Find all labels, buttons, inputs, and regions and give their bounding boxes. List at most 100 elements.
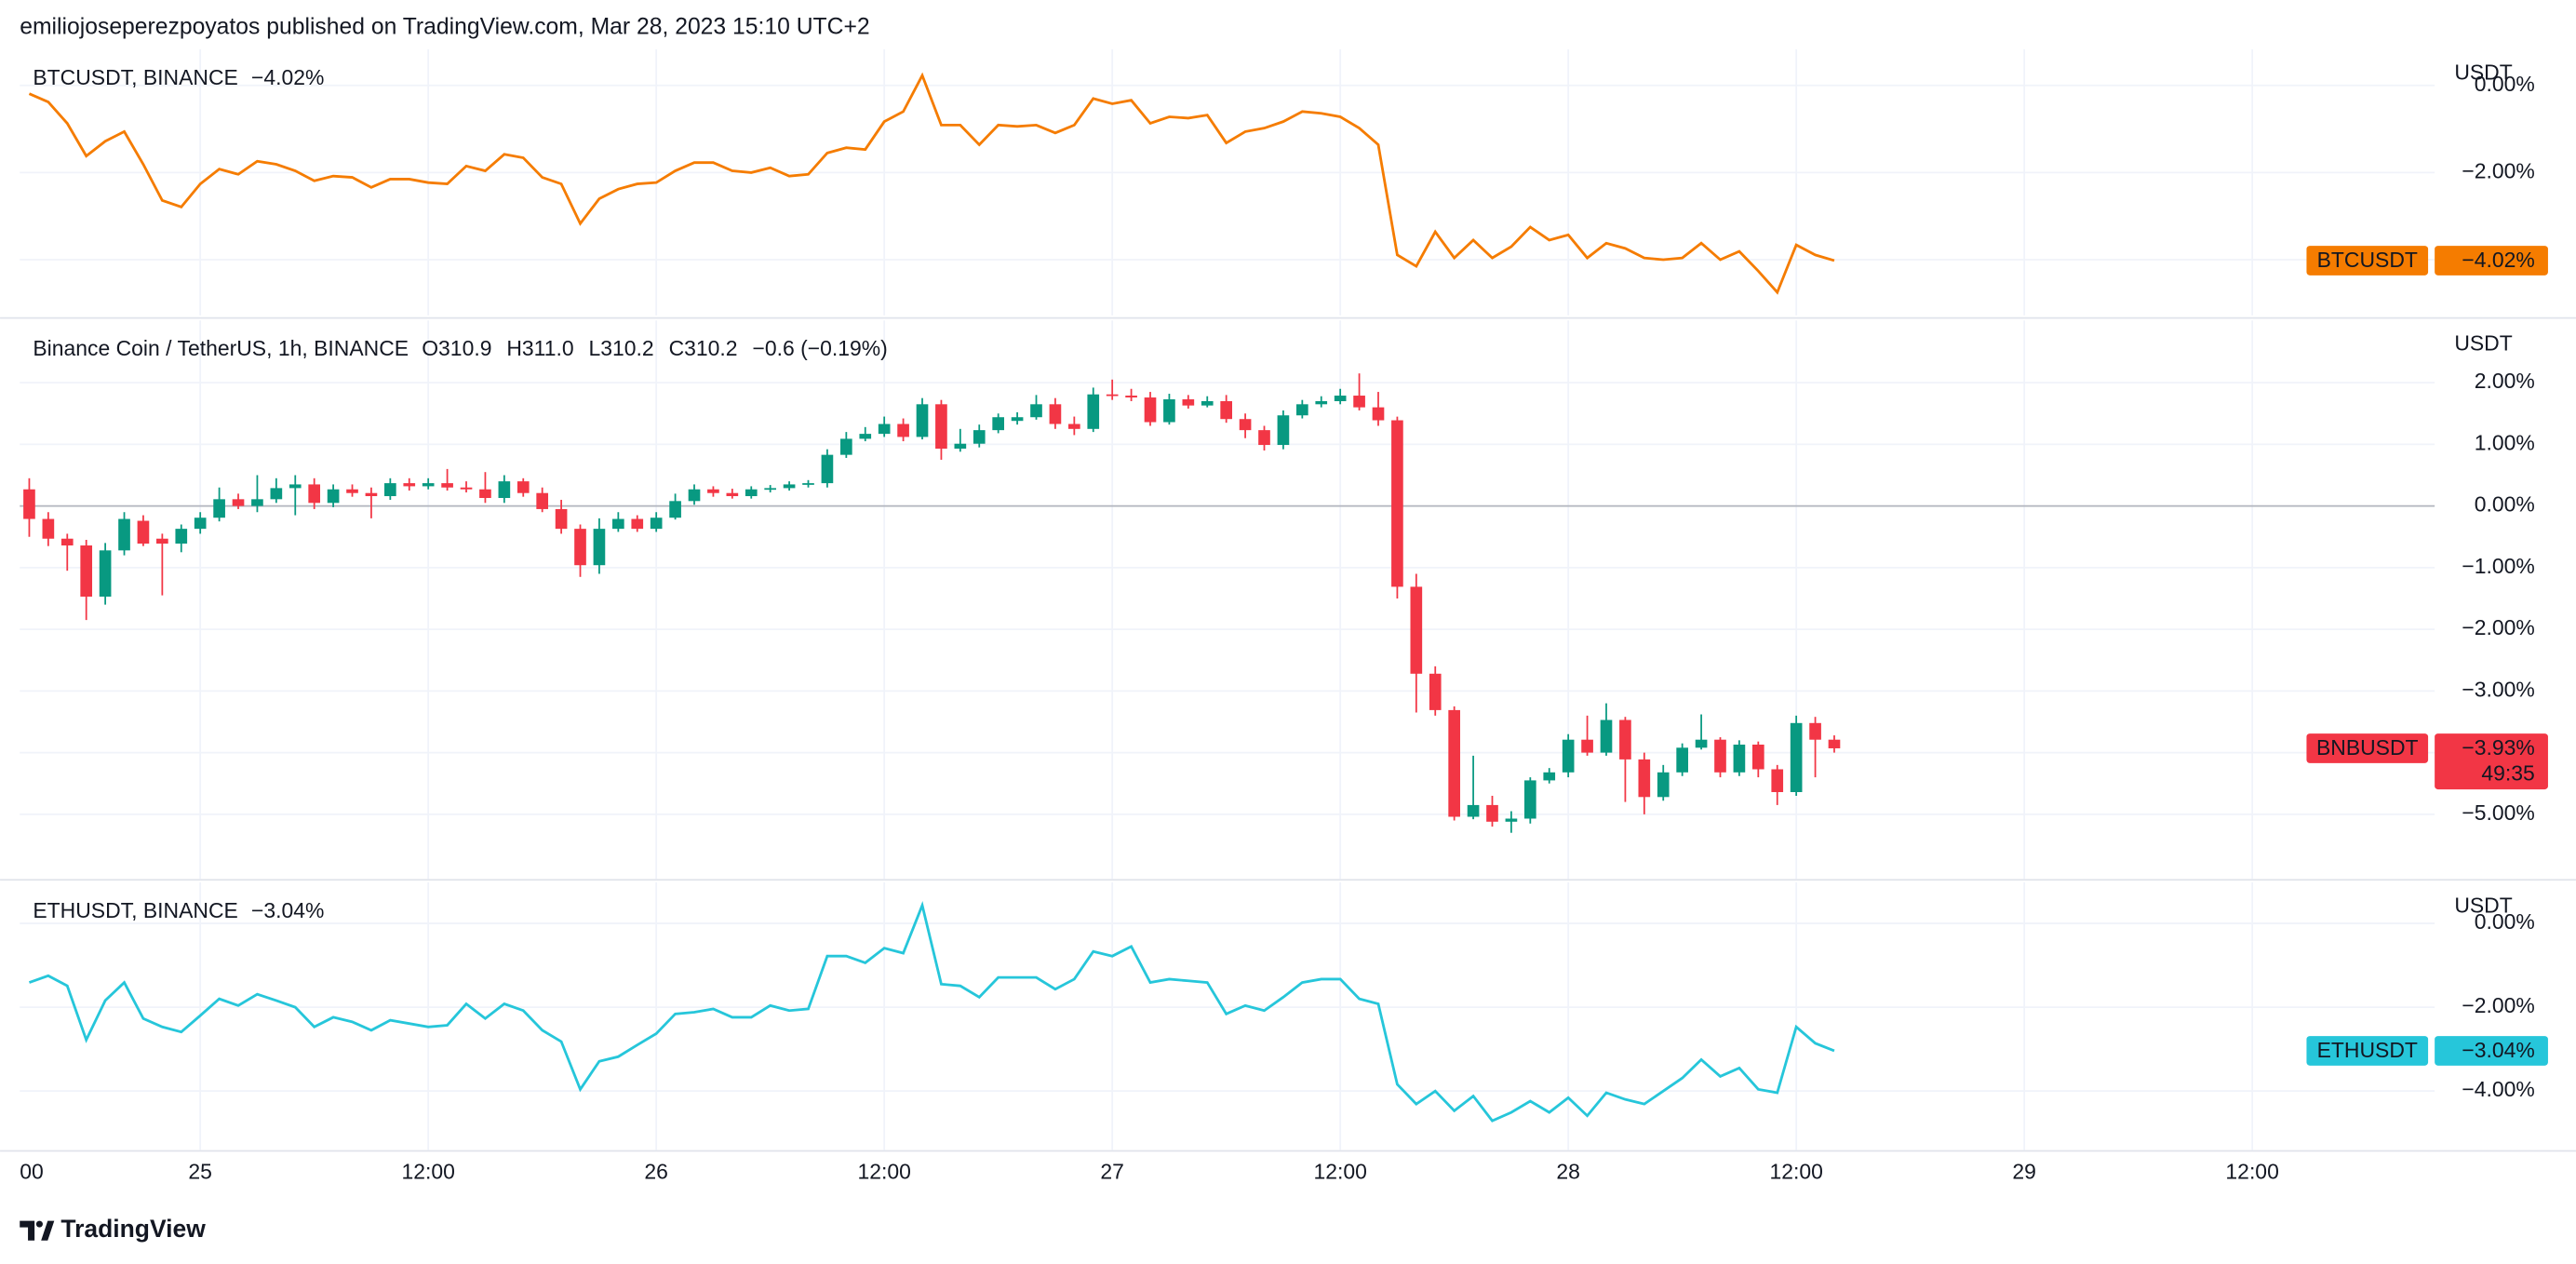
legend-key: O bbox=[422, 336, 438, 360]
legend-value: 310.2 bbox=[684, 336, 737, 360]
candle-body bbox=[1201, 401, 1214, 406]
candle-body bbox=[1523, 780, 1536, 819]
x-tick-label: 25 bbox=[188, 1159, 212, 1183]
price-tag-label: −3.93% bbox=[2462, 735, 2534, 760]
candle-body bbox=[251, 499, 263, 506]
candle-body bbox=[1410, 586, 1423, 674]
price-tag-label: −4.02% bbox=[2462, 248, 2534, 272]
candle-body bbox=[1258, 430, 1270, 446]
candle-body bbox=[1790, 722, 1803, 792]
logo bbox=[20, 1220, 55, 1241]
symbol-tag-label: ETHUSDT bbox=[2317, 1038, 2418, 1062]
legend-value: 311.0 bbox=[522, 336, 574, 360]
candle-body bbox=[137, 520, 150, 545]
candle-body bbox=[1429, 673, 1442, 710]
candle-body bbox=[612, 518, 624, 530]
candle-body bbox=[308, 484, 321, 504]
candle-body bbox=[555, 508, 568, 530]
candle-body bbox=[992, 417, 1004, 431]
symbol-tag bbox=[2306, 246, 2429, 276]
candle-body bbox=[631, 518, 644, 530]
candle-body bbox=[1543, 772, 1556, 781]
candle-body bbox=[194, 518, 207, 530]
y-tick-label: −2.00% bbox=[2462, 615, 2534, 639]
candle-body bbox=[1562, 739, 1575, 773]
legend-change: −0.6 (−0.19%) bbox=[752, 336, 887, 360]
y-tick-label: 0.00% bbox=[2475, 909, 2535, 934]
y-tick-label: −2.00% bbox=[2462, 158, 2534, 182]
candle-body bbox=[1220, 401, 1232, 420]
candle-body bbox=[821, 454, 834, 484]
legend-title: BTCUSDT, BINANCE bbox=[33, 65, 237, 89]
price-tag-label: −3.04% bbox=[2462, 1038, 2534, 1062]
candle-body bbox=[574, 529, 586, 566]
candle-body bbox=[1733, 744, 1746, 773]
symbol-tag bbox=[2306, 733, 2429, 763]
legend-value: 310.2 bbox=[600, 336, 653, 360]
candle-body bbox=[954, 443, 967, 450]
axis-unit: USDT bbox=[2454, 60, 2512, 84]
candle-body bbox=[498, 481, 511, 499]
x-tick-label: 00 bbox=[20, 1159, 44, 1183]
candle-body bbox=[916, 404, 929, 437]
candle-body bbox=[1695, 739, 1708, 748]
legend-title: Binance Coin / TetherUS, 1h, BINANCE bbox=[33, 336, 409, 360]
y-tick-label: 1.00% bbox=[2475, 430, 2535, 454]
candle-body bbox=[232, 499, 245, 506]
legend-title: ETHUSDT, BINANCE bbox=[33, 898, 237, 922]
candle-body bbox=[422, 483, 435, 487]
candle-body bbox=[1030, 404, 1042, 418]
legend-key: C bbox=[669, 336, 685, 360]
candle-body bbox=[935, 404, 947, 450]
logo-mark bbox=[41, 1220, 55, 1241]
x-tick-label: 29 bbox=[2012, 1159, 2036, 1183]
candle-body bbox=[42, 518, 55, 539]
y-tick-label: −3.00% bbox=[2462, 677, 2534, 701]
logo-mark bbox=[20, 1220, 35, 1241]
x-tick-label: 28 bbox=[1556, 1159, 1580, 1183]
candle-body bbox=[1163, 399, 1175, 423]
candle-body bbox=[1049, 404, 1062, 424]
y-tick-label: 0.00% bbox=[2475, 72, 2535, 96]
candle-body bbox=[688, 489, 701, 502]
candle-body bbox=[1372, 407, 1385, 421]
symbol-tag bbox=[2306, 1036, 2429, 1066]
y-tick-label: −1.00% bbox=[2462, 554, 2534, 578]
candle-body bbox=[878, 424, 891, 435]
y-tick-label: −2.00% bbox=[2462, 993, 2534, 1017]
candle-body bbox=[1714, 739, 1726, 773]
y-tick-label: 0.00% bbox=[2475, 492, 2535, 517]
candle-body bbox=[23, 489, 35, 519]
candle-body bbox=[726, 492, 739, 497]
x-tick-label: 12:00 bbox=[1769, 1159, 1822, 1183]
axis-unit: USDT bbox=[2454, 331, 2512, 356]
candle-body bbox=[1581, 739, 1593, 753]
candle-body bbox=[175, 529, 188, 545]
candle-body bbox=[1657, 772, 1670, 798]
price-tag bbox=[2435, 733, 2548, 790]
candle-body bbox=[517, 481, 530, 493]
candle-body bbox=[1296, 404, 1308, 416]
candle-body bbox=[1619, 719, 1631, 760]
candle-body bbox=[1011, 417, 1024, 422]
candle-body bbox=[802, 483, 814, 485]
candle-body bbox=[1334, 396, 1347, 402]
candle-body bbox=[1182, 399, 1195, 406]
candle-body bbox=[327, 489, 340, 504]
legend-change: −4.02% bbox=[251, 65, 324, 89]
candle-body bbox=[1087, 394, 1100, 429]
candle-body bbox=[270, 488, 283, 500]
candle-body bbox=[859, 434, 872, 439]
candle-body bbox=[1486, 804, 1498, 822]
publish-info: emiliojoseperezpoyatos published on Trad… bbox=[20, 15, 869, 40]
candle-body bbox=[60, 538, 74, 546]
candle-body bbox=[840, 438, 852, 455]
candle-body bbox=[593, 529, 606, 566]
candle-body bbox=[384, 483, 396, 497]
candle-body bbox=[1676, 747, 1688, 773]
candle-body bbox=[1600, 719, 1613, 753]
legend-key: H bbox=[506, 336, 522, 360]
candle-body bbox=[1771, 769, 1784, 792]
